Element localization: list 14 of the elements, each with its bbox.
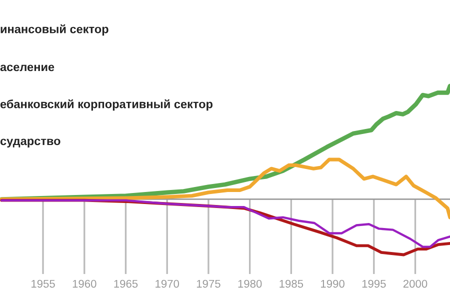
annotation: ебанковский корпоративный сектор [0,99,213,111]
x-tick-label: 1970 [156,280,180,288]
x-tick-label: 1960 [72,280,96,288]
x-tick-label: 1955 [32,280,55,288]
text: инансовый сектор [0,24,108,36]
x-tick-label: 1965 [114,280,138,288]
x-tick-label: 2000 [403,280,428,288]
text: аселение [0,64,54,72]
x-tick-label: 1985 [280,280,304,288]
x-tick-label: 1990 [321,280,344,288]
x-tick-label: 1995 [362,280,386,288]
x-tick-label: 1980 [238,280,262,288]
x-tick-label: 1975 [196,280,220,288]
annotation: сударство [0,138,60,148]
